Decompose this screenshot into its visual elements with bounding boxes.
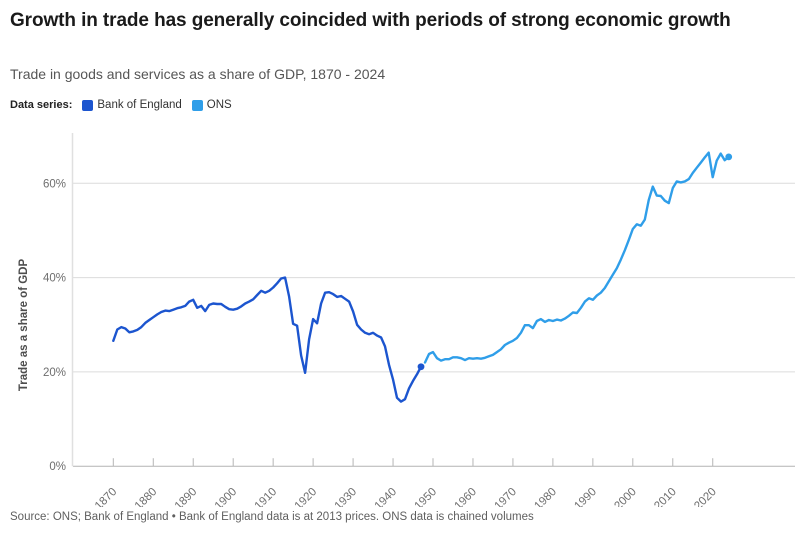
x-tick-label: 2010	[652, 486, 679, 507]
x-tick-label: 1920	[293, 486, 320, 507]
y-tick-label: 0%	[49, 461, 66, 473]
legend-item-label: ONS	[206, 99, 232, 111]
x-tick-label: 1930	[333, 486, 360, 507]
x-tick-label: 1980	[532, 486, 559, 507]
y-axis-title: Trade as a share of GDP	[18, 259, 30, 392]
x-tick-label: 1910	[253, 486, 280, 507]
series-line-ons[interactable]	[423, 151, 730, 364]
series-line-bank-of-england[interactable]	[112, 276, 423, 403]
x-tick-label: 1970	[492, 486, 519, 507]
x-tick-label: 1950	[413, 486, 440, 507]
page-subtitle: Trade in goods and services as a share o…	[10, 66, 386, 82]
page-title: Growth in trade has generally coincided …	[10, 10, 731, 31]
x-tick-label: 1900	[213, 486, 240, 507]
legend-item-ons[interactable]: ONS	[191, 99, 232, 111]
y-tick-label: 20%	[43, 367, 66, 379]
source-note: Source: ONS; Bank of England • Bank of E…	[10, 511, 534, 523]
y-tick-label: 40%	[43, 273, 66, 285]
legend-label: Data series:	[10, 99, 73, 111]
legend-item-label: Bank of England	[97, 99, 182, 111]
x-tick-label: 1940	[373, 486, 400, 507]
series-end-dot-ons[interactable]	[725, 153, 733, 161]
trade-share-line-chart: 0% 20% 40% 60% 1870 1880 1890 1900 1910 1920 1930 1…	[18, 133, 795, 507]
bank-of-england-swatch-icon	[82, 99, 94, 111]
x-tick-label: 1960	[453, 486, 480, 507]
legend-item-bank-of-england[interactable]: Bank of England	[82, 99, 182, 111]
x-tick-label: 2000	[612, 486, 639, 507]
y-tick-label: 60%	[43, 178, 66, 190]
x-tick-label: 1880	[133, 486, 160, 507]
ons-swatch-icon	[191, 99, 203, 111]
x-tick-label: 1990	[572, 486, 599, 507]
series-end-dot-bank-of-england[interactable]	[417, 363, 425, 371]
x-tick-label: 1870	[93, 486, 120, 507]
x-tick-label: 2020	[692, 486, 719, 507]
x-tick-label: 1890	[173, 486, 200, 507]
legend: Data series: Bank of England ONS	[10, 99, 232, 111]
